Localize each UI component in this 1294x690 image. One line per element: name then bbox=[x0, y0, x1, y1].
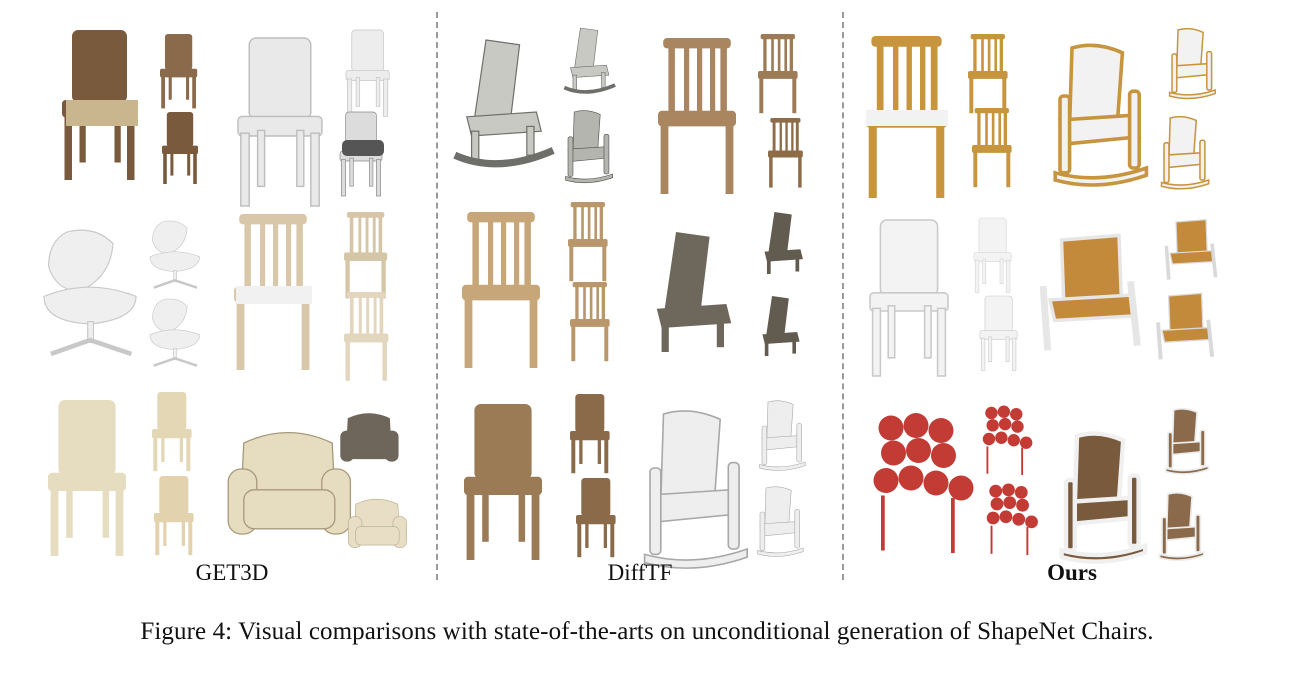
figure-caption: Figure 4: Visual comparisons with state-… bbox=[140, 618, 1154, 645]
difftf-row1-wood-b bbox=[768, 118, 803, 188]
column-divider-2 bbox=[842, 12, 844, 580]
difftf-row3-small-b bbox=[576, 478, 616, 558]
get3d-row2-swivel-main bbox=[44, 230, 136, 354]
difftf-row1-recliner-a bbox=[562, 26, 617, 94]
get3d-row1-small-b bbox=[162, 112, 198, 184]
ours-row3-flower-a bbox=[982, 405, 1033, 475]
get3d-row2-seat bbox=[236, 286, 312, 304]
get3d-row3-sofa-b bbox=[347, 498, 407, 548]
ours-row2-slat-main bbox=[1043, 235, 1137, 350]
ours-row1-cantilever-b bbox=[1160, 115, 1210, 190]
get3d-row1-small-a bbox=[160, 34, 198, 109]
difftf-row2-wood-a bbox=[568, 202, 608, 282]
ours-row3-flower-b bbox=[986, 483, 1038, 556]
get3d-row2-spindle-a bbox=[344, 212, 388, 299]
ours-row1-spindle-a bbox=[968, 34, 1008, 114]
difftf-row3-white-arm bbox=[643, 410, 749, 569]
get3d-row1-white-a bbox=[345, 29, 390, 117]
difftf-row2-rocker-main bbox=[644, 232, 744, 356]
difftf-row3-white-a bbox=[759, 400, 806, 471]
ours-row2-slat-b bbox=[1156, 291, 1215, 362]
difftf-row2-wood-b bbox=[570, 282, 610, 362]
difftf-row3-small-a bbox=[570, 394, 610, 474]
column-label-ours: Ours bbox=[1047, 560, 1097, 585]
ours-row2-white-a bbox=[973, 217, 1012, 293]
column-label-get3d: GET3D bbox=[195, 560, 269, 585]
ours-row3-tubular-b bbox=[1158, 491, 1205, 562]
ours-row1-cantilever-main bbox=[1053, 43, 1149, 187]
column-label-difftf: DiffTF bbox=[607, 560, 673, 585]
difftf-row1-wood-main bbox=[658, 38, 736, 194]
get3d-row3-sofa-a bbox=[340, 413, 399, 462]
ours-row1-cantilever-a bbox=[1168, 27, 1216, 100]
chair-renderings bbox=[0, 26, 1218, 569]
ours-row1-spindle-b bbox=[972, 108, 1012, 188]
difftf-row2-rocker-b bbox=[756, 296, 806, 358]
ours-row1-seat bbox=[866, 110, 948, 126]
get3d-row2-swivel-a bbox=[148, 219, 201, 289]
difftf-row2-wood-main bbox=[462, 212, 540, 368]
ours-row3-tubular-a bbox=[1164, 407, 1210, 475]
ours-row2-white-main bbox=[869, 219, 949, 377]
difftf-row1-office bbox=[565, 110, 613, 184]
get3d-row3-main bbox=[48, 400, 126, 556]
get3d-row3-small-a bbox=[152, 392, 192, 472]
difftf-row1-recliner bbox=[455, 40, 553, 164]
ours-row2-white-b bbox=[979, 295, 1018, 371]
get3d-row1-white-main bbox=[237, 37, 323, 207]
get3d-row3-small-b bbox=[154, 476, 194, 556]
ours-row3-tubular-main bbox=[1062, 434, 1146, 562]
get3d-row2-spindle-b bbox=[344, 292, 389, 381]
get3d-row2-swivel-b bbox=[148, 297, 201, 367]
difftf-row3-white-b bbox=[757, 486, 804, 557]
column-divider-1 bbox=[436, 12, 438, 580]
difftf-row3-main bbox=[464, 404, 542, 560]
ours-row3-flower-main bbox=[873, 413, 974, 553]
difftf-row1-wood-a bbox=[758, 34, 798, 114]
get3d-row1-seat bbox=[66, 100, 138, 126]
difftf-row2-rocker-a bbox=[758, 212, 810, 276]
get3d-row1-dark-seat bbox=[342, 140, 384, 156]
ours-row2-slat-a bbox=[1164, 217, 1218, 282]
get3d-row3-sofa-main bbox=[227, 431, 352, 535]
